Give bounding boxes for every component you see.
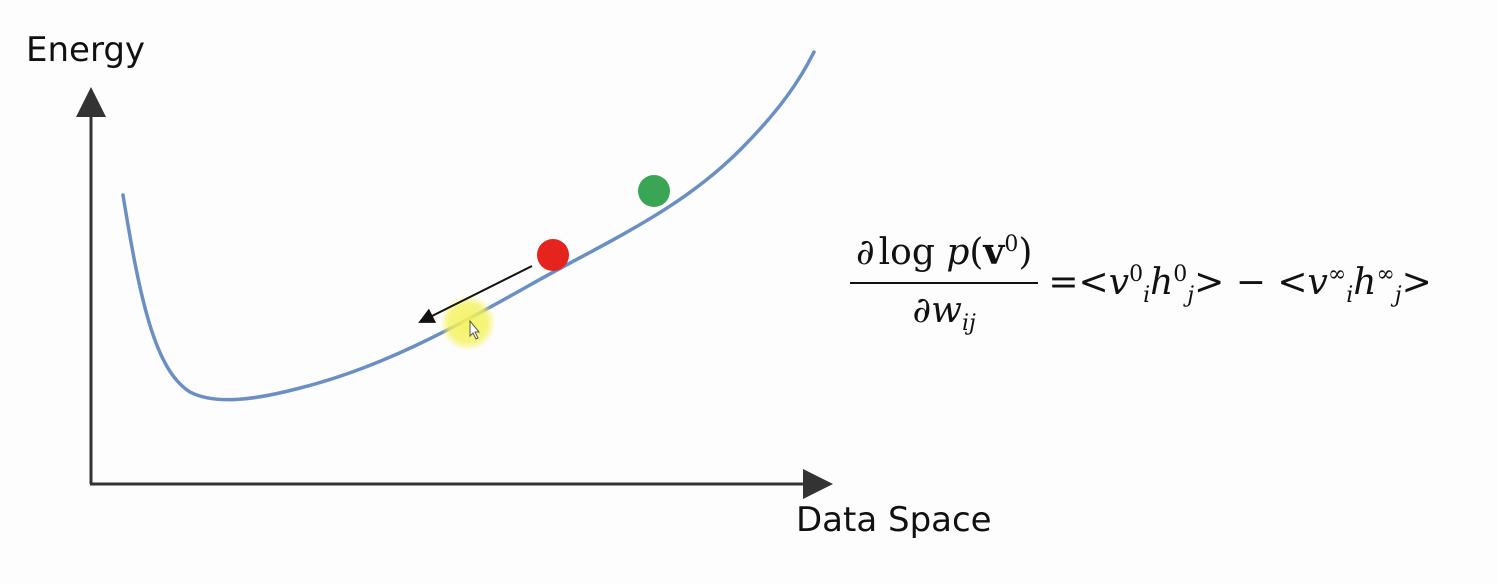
x-axis-label: Data Space <box>796 500 992 540</box>
open-bracket-2: < <box>1277 261 1308 303</box>
formula-rhs: =<v0ih0j> − <v∞ih∞j> <box>1048 262 1431 308</box>
gradient-formula: ∂ log p(v0) ∂wij =<v0ih0j> − <v∞ih∞j> <box>850 222 1432 347</box>
partial-symbol-denominator: ∂ <box>912 290 932 331</box>
partial-symbol: ∂ <box>856 232 875 273</box>
formula-fraction: ∂ log p(v0) ∂wij <box>850 222 1039 347</box>
close-bracket-2: > <box>1401 261 1432 303</box>
log-text: log <box>878 232 935 273</box>
close-bracket-1: > <box>1194 261 1225 303</box>
pointer-cursor-icon <box>469 319 481 340</box>
h-term-1-sub: j <box>1187 282 1195 308</box>
formula-numerator: ∂ log p(v0) <box>850 222 1038 276</box>
minus-sign: − <box>1224 261 1278 303</box>
v-term-2: v <box>1307 261 1328 303</box>
v-term-2-sub: i <box>1346 282 1354 308</box>
w-subscript: ij <box>961 311 976 337</box>
fraction-bar <box>850 282 1039 284</box>
gradient-arrow <box>418 265 533 323</box>
formula-denominator: ∂wij <box>907 288 982 347</box>
h-term-2-sub: j <box>1394 282 1402 308</box>
v-term-2-sup: ∞ <box>1327 261 1347 287</box>
h-term-1-sup: 0 <box>1173 261 1188 287</box>
close-paren: ) <box>1018 232 1033 273</box>
v-term-1-sup: 0 <box>1129 261 1144 287</box>
h-term-2-sup: ∞ <box>1376 261 1395 287</box>
open-paren: ( <box>969 232 984 273</box>
h-term-2: h <box>1353 261 1377 303</box>
v-term-1-sub: i <box>1143 282 1151 308</box>
w-symbol: w <box>931 290 962 331</box>
open-bracket-1: < <box>1078 261 1109 303</box>
v-superscript: 0 <box>1004 232 1019 257</box>
green-point <box>638 175 670 207</box>
equals-sign: = <box>1048 261 1079 303</box>
h-term-1: h <box>1150 261 1174 303</box>
red-point <box>537 239 569 271</box>
cursor-highlight <box>440 295 496 351</box>
y-axis-label: Energy <box>26 30 146 70</box>
v-term-1: v <box>1108 261 1130 303</box>
p-symbol: p <box>946 232 970 273</box>
energy-curve <box>121 50 816 402</box>
v-symbol: v <box>983 231 1005 273</box>
